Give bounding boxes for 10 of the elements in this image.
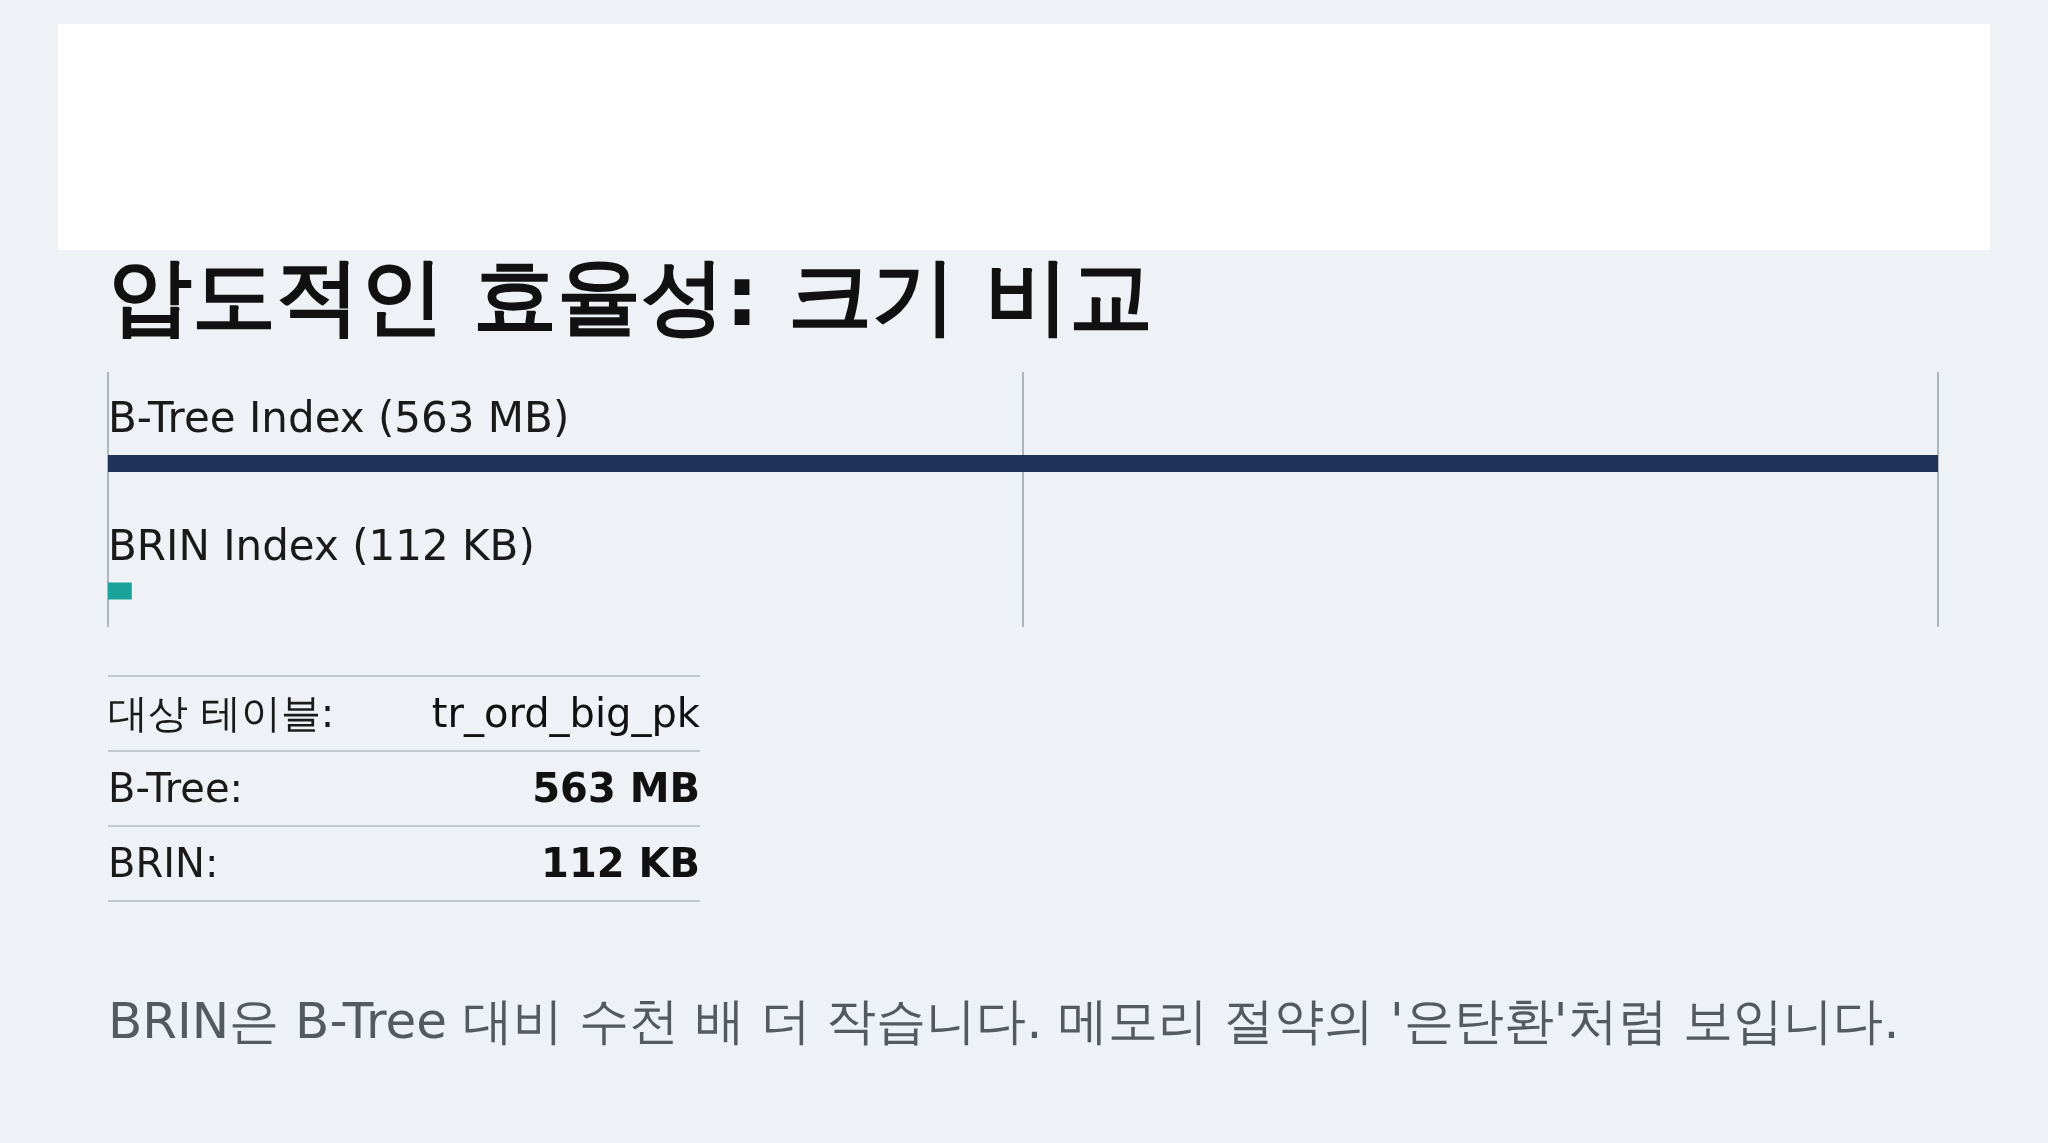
text: 112 KB: [541, 840, 700, 886]
text: BRIN은 B-Tree 대비 수천 배 더 작습니다. 메모리 절약의 '은탄환'처럼 보입니다.: [108, 992, 1900, 1050]
text: 대상 테이블:: [108, 690, 335, 736]
text: B-Tree:: [108, 765, 244, 811]
text: tr_ord_big_pk: [431, 690, 701, 737]
y-tick-label: BRIN Index (112 KB): [108, 520, 535, 570]
text: BRIN:: [108, 840, 219, 886]
text: 563 MB: [532, 765, 700, 811]
y-tick-label: B-Tree Index (563 MB): [108, 393, 570, 442]
chart-title: 압도적인 효율성: 크기 비교: [108, 247, 1154, 345]
